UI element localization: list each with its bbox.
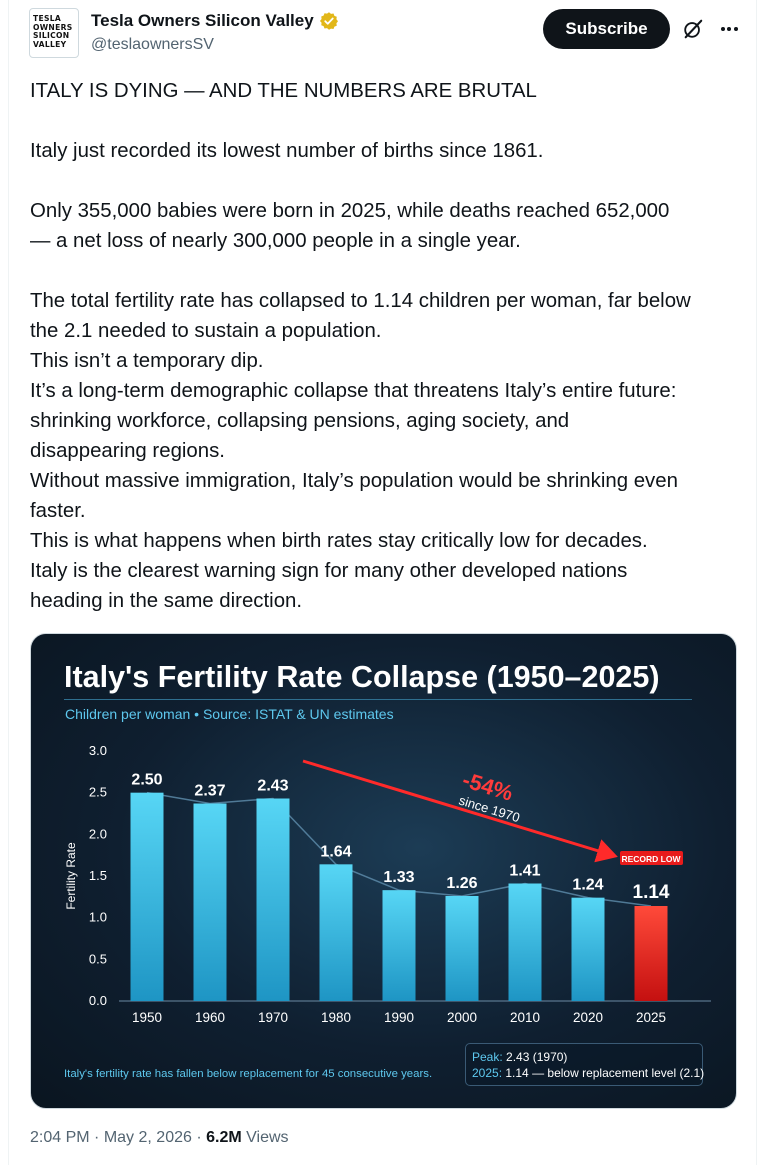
post-text-line: This is what happens when birth rates st… xyxy=(30,530,648,552)
avatar-logo-text: TESLA OWNERS SILICON VALLEY xyxy=(33,14,73,49)
avatar[interactable]: TESLA OWNERS SILICON VALLEY xyxy=(29,8,79,58)
bar-value-label: 2.50 xyxy=(131,772,162,789)
views-count[interactable]: 6.2M xyxy=(206,1129,242,1146)
y-tick-label: 0.5 xyxy=(89,951,107,966)
x-tick-label: 1960 xyxy=(195,1010,225,1025)
info-box: Peak: 2.43 (1970) 2025: 1.14 — below rep… xyxy=(465,1043,705,1086)
paragraph-gap xyxy=(30,106,745,136)
post-text-line: Only 355,000 babies were born in 2025, w… xyxy=(30,200,670,222)
subscribe-button[interactable]: Subscribe xyxy=(543,9,670,49)
y-axis-label: Fertility Rate xyxy=(64,842,78,910)
post-text-line: the 2.1 needed to sustain a population. xyxy=(30,320,382,342)
more-dot xyxy=(733,27,738,31)
post-date[interactable]: May 2, 2026 xyxy=(103,1129,192,1146)
bar-value-label: 2.43 xyxy=(257,778,288,795)
post-text-line: heading in the same direction. xyxy=(30,590,303,612)
title-divider xyxy=(64,699,692,700)
more-icon[interactable] xyxy=(717,18,741,40)
x-tick-label: 2000 xyxy=(447,1010,477,1025)
bar xyxy=(256,798,290,1001)
bar xyxy=(571,897,605,1001)
user-handle[interactable]: @teslaownersSV xyxy=(91,36,214,53)
chart-subtitle: Children per woman • Source: ISTAT & UN … xyxy=(65,706,394,722)
post-text-line: It’s a long-term demographic collapse th… xyxy=(30,380,677,402)
post-text-line: The total fertility rate has collapsed t… xyxy=(30,290,691,312)
post-card: TESLA OWNERS SILICON VALLEY Tesla Owners… xyxy=(8,0,757,1165)
bar xyxy=(130,792,164,1001)
paragraph-gap xyxy=(30,166,745,196)
y-tick-label: 1.0 xyxy=(89,910,107,925)
bar-value-label: 2.37 xyxy=(194,783,225,800)
post-text-line: Italy is the clearest warning sign for m… xyxy=(30,560,628,582)
name-row: Tesla Owners Silicon Valley xyxy=(91,11,339,31)
meta-separator: · xyxy=(196,1129,202,1146)
more-dot xyxy=(720,27,725,31)
info-peak-key: Peak: xyxy=(472,1050,503,1064)
info-current-key: 2025: xyxy=(472,1066,503,1080)
chart-footnote: Italy's fertility rate has fallen below … xyxy=(64,1068,433,1080)
post-time[interactable]: 2:04 PM xyxy=(30,1129,90,1146)
x-tick-label: 2025 xyxy=(636,1010,666,1025)
bar-value-label: 1.64 xyxy=(320,843,351,860)
x-tick-label: 2010 xyxy=(510,1010,540,1025)
post-header: TESLA OWNERS SILICON VALLEY Tesla Owners… xyxy=(29,8,744,60)
x-tick-label: 1990 xyxy=(384,1010,414,1025)
x-tick-label: 1950 xyxy=(132,1010,162,1025)
bar-chart: Fertility Rate 3.0 2.5 2.0 1.5 1.0 0.5 0.0 2.50 1… xyxy=(64,743,711,1025)
record-low-label: RECORD LOW xyxy=(621,854,681,864)
x-tick-label: 1980 xyxy=(321,1010,351,1025)
post-text-line: disappearing regions. xyxy=(30,440,225,462)
trend-line xyxy=(146,791,652,907)
post-meta: 2:04 PM · May 2, 2026 · 6.2M Views xyxy=(30,1129,289,1147)
decline-arrow xyxy=(302,759,618,863)
bar-value-label: 1.14 xyxy=(633,882,670,903)
chart-title: Italy's Fertility Rate Collapse (1950–20… xyxy=(64,660,660,694)
y-tick-label: 2.5 xyxy=(89,785,107,800)
post-text-line: Without massive immigration, Italy’s pop… xyxy=(30,470,678,492)
more-dot xyxy=(727,27,731,31)
display-name[interactable]: Tesla Owners Silicon Valley xyxy=(91,11,314,30)
bar-value-label: 1.41 xyxy=(509,863,540,880)
bar-value-label: 1.26 xyxy=(446,875,477,892)
y-tick-label: 1.5 xyxy=(89,868,107,883)
post-text-line: ITALY IS DYING — AND THE NUMBERS ARE BRU… xyxy=(30,80,537,102)
bar xyxy=(193,803,227,1001)
meta-separator: · xyxy=(94,1129,100,1146)
record-low-badge xyxy=(620,851,683,865)
bar xyxy=(382,890,416,1001)
info-peak-line: Peak: 2.43 (1970) xyxy=(472,1049,702,1065)
bar-highlight xyxy=(634,906,668,1001)
gold-verified-icon[interactable] xyxy=(319,11,339,31)
y-tick-label: 0.0 xyxy=(89,993,107,1008)
paragraph-gap xyxy=(30,256,745,286)
x-tick-label: 2020 xyxy=(573,1010,603,1025)
post-text-line: faster. xyxy=(30,500,86,522)
y-tick-label: 3.0 xyxy=(89,743,107,758)
views-label: Views xyxy=(246,1129,289,1146)
bar xyxy=(445,896,479,1001)
bar xyxy=(319,864,353,1001)
y-tick-label: 2.0 xyxy=(89,826,107,841)
grok-icon[interactable] xyxy=(682,18,704,40)
bar-value-label: 1.24 xyxy=(572,877,603,894)
post-text-line: This isn’t a temporary dip. xyxy=(30,350,264,372)
post-image-chart[interactable]: Italy's Fertility Rate Collapse (1950–20… xyxy=(30,633,737,1109)
bar-value-label: 1.33 xyxy=(383,869,414,886)
bar xyxy=(508,883,542,1001)
info-current-value: 1.14 — below replacement level (2.1) xyxy=(505,1066,705,1080)
x-tick-label: 1970 xyxy=(258,1010,288,1025)
post-text-line: Italy just recorded its lowest number of… xyxy=(30,140,544,162)
post-text-line: shrinking workforce, collapsing pensions… xyxy=(30,410,570,432)
info-peak-value: 2.43 (1970) xyxy=(506,1050,568,1064)
post-text: ITALY IS DYING — AND THE NUMBERS ARE BRU… xyxy=(30,76,745,616)
info-current-line: 2025: 1.14 — below replacement level (2.… xyxy=(472,1065,705,1081)
post-text-line: — a net loss of nearly 300,000 people in… xyxy=(30,230,521,252)
